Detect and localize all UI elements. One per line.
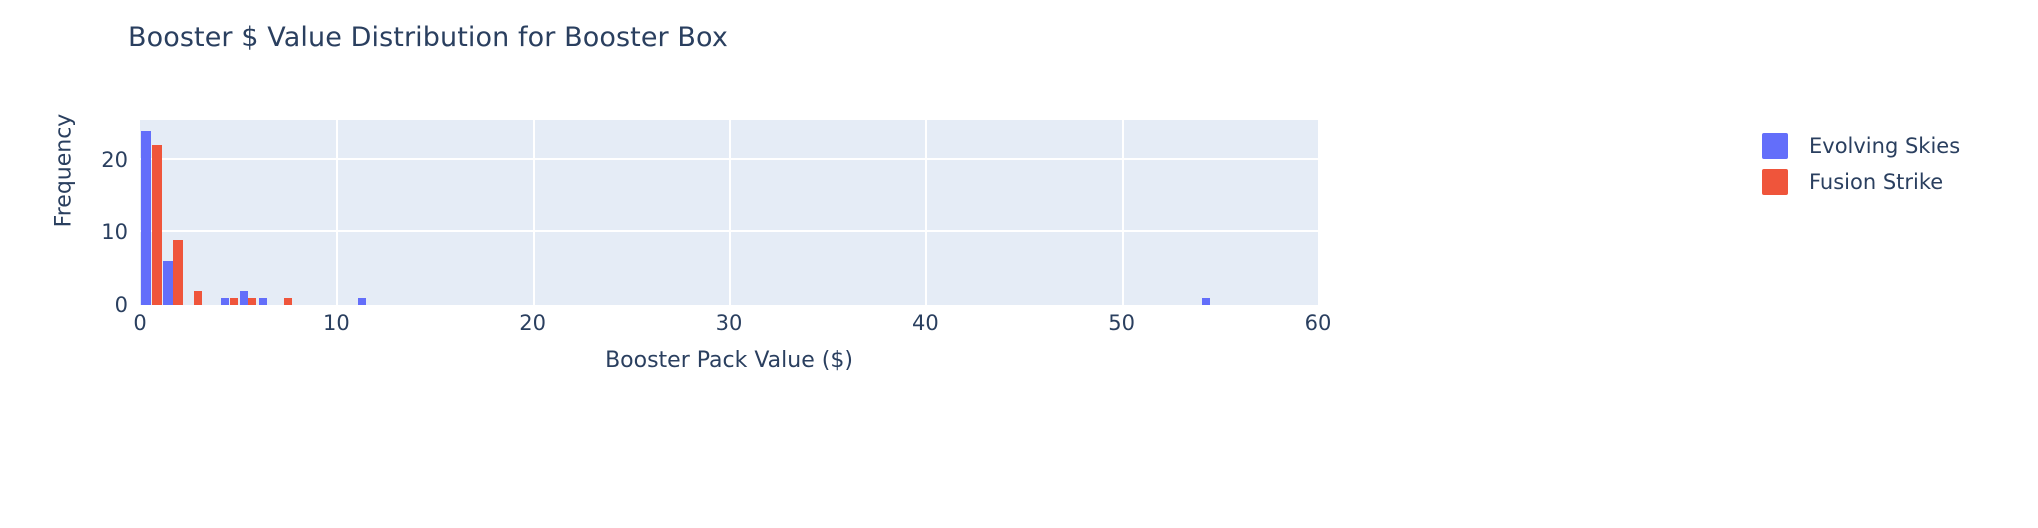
bar[interactable] <box>247 297 256 305</box>
bar[interactable] <box>151 145 162 305</box>
bar[interactable] <box>258 297 267 305</box>
x-tick-label: 60 <box>1304 311 1332 335</box>
bar[interactable] <box>357 297 366 305</box>
legend-item[interactable]: Evolving Skies <box>1762 128 2012 164</box>
chart-legend: Evolving Skies Fusion Strike <box>1762 128 2012 200</box>
legend-item[interactable]: Fusion Strike <box>1762 164 2012 200</box>
bar[interactable] <box>173 239 184 305</box>
bar[interactable] <box>221 297 230 305</box>
x-axis-title: Booster Pack Value ($) <box>605 348 853 373</box>
y-tick-label: 10 <box>101 220 128 245</box>
bars-layer <box>140 120 1318 305</box>
x-tick-label: 30 <box>715 311 743 335</box>
bar[interactable] <box>240 290 249 305</box>
bar[interactable] <box>230 297 239 305</box>
x-tick-label: 0 <box>133 311 147 335</box>
x-axis-ticks: 0 10 20 30 40 50 60 <box>133 307 1331 341</box>
x-tick-label: 20 <box>519 311 547 335</box>
gridline-x <box>729 120 731 305</box>
y-tick-label: 0 <box>114 293 128 317</box>
y-tick-mark <box>202 304 208 306</box>
legend-swatch-icon <box>1762 169 1788 195</box>
x-tick-label: 50 <box>1108 311 1136 335</box>
bar[interactable] <box>193 290 203 305</box>
legend-label: Fusion Strike <box>1809 170 1944 194</box>
bar[interactable] <box>163 261 174 305</box>
plot-area <box>140 120 1320 305</box>
gridline-x <box>925 120 928 305</box>
x-tick-label: 40 <box>911 311 939 335</box>
gridline-x <box>532 120 535 305</box>
chart-title: Booster $ Value Distribution for Booster… <box>128 22 728 53</box>
gridline-x <box>1121 120 1124 305</box>
gridline-x <box>1318 120 1320 305</box>
bar[interactable] <box>1202 297 1211 305</box>
y-tick-label: 20 <box>101 147 128 172</box>
bar[interactable] <box>284 297 293 305</box>
legend-swatch-icon <box>1762 133 1788 159</box>
x-tick-label: 10 <box>322 311 350 335</box>
y-axis-ticks: 0 10 20 <box>70 120 208 317</box>
legend-label: Evolving Skies <box>1809 134 1961 158</box>
bar[interactable] <box>140 130 151 305</box>
gridline-x <box>336 120 339 305</box>
